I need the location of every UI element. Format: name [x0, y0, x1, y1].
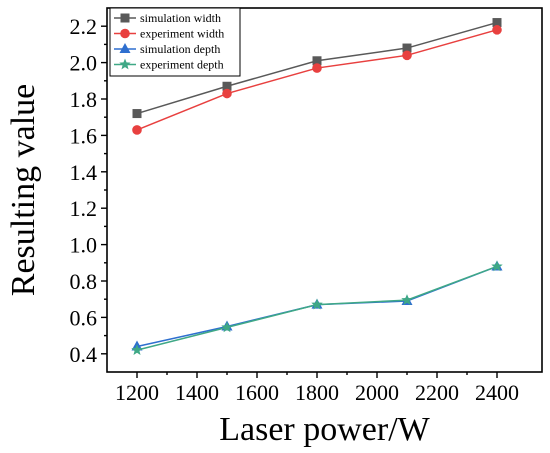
- legend-marker: [119, 43, 131, 53]
- legend-label: experiment width: [140, 27, 224, 41]
- y-tick-label: 1.8: [70, 87, 98, 112]
- axes: 1200 1400 1600 1800 2000 2200 2400 0.4 0.6 0.8 1.0…: [70, 7, 543, 405]
- x-tick-label: 1800: [295, 380, 339, 405]
- x-tick-label: 1200: [115, 380, 159, 405]
- x-axis-title: Laser power/W: [219, 411, 430, 448]
- y-tick-label: 2.2: [70, 14, 98, 39]
- series-experiment-width: [132, 25, 502, 135]
- data-point: [492, 18, 502, 28]
- data-point: [222, 81, 232, 91]
- data-point: [401, 294, 413, 305]
- legend-label: experiment depth: [140, 58, 224, 72]
- y-tick-label: 1.2: [70, 196, 98, 221]
- data-point: [132, 125, 142, 135]
- series-layer: [131, 18, 503, 356]
- data-point: [132, 109, 142, 119]
- data-point: [312, 56, 322, 66]
- data-point: [491, 260, 503, 272]
- y-tick-label: 0.6: [70, 305, 98, 330]
- data-point: [222, 88, 232, 99]
- legend-entry: simulation width: [114, 11, 221, 25]
- y-tick-label: 1.4: [70, 160, 98, 185]
- y-tick-label: 1.6: [70, 123, 98, 148]
- y-axis-title: Resulting value: [5, 84, 42, 296]
- series-simulation-width: [132, 18, 502, 119]
- series-experiment-depth: [131, 260, 503, 356]
- legend-entry: simulation depth: [114, 42, 220, 56]
- y-tick-label: 0.8: [70, 269, 98, 294]
- legend-entry: experiment depth: [114, 58, 224, 72]
- x-tick-label: 1400: [175, 380, 219, 405]
- y-tick-label: 2.0: [70, 51, 98, 76]
- legend-marker: [119, 58, 131, 70]
- x-tick-label: 2000: [355, 380, 399, 405]
- data-point: [131, 344, 143, 356]
- legend-entry: experiment width: [114, 27, 224, 41]
- x-tick-label: 2200: [415, 380, 459, 405]
- data-point: [402, 50, 412, 61]
- x-tick-label: 1600: [235, 380, 279, 405]
- legend-marker: [120, 13, 130, 23]
- legend-marker: [120, 28, 130, 39]
- x-tick-label: 2400: [475, 380, 519, 405]
- legend: simulation width experiment widthsimulati…: [109, 7, 241, 77]
- y-tick-label: 1.0: [70, 233, 98, 258]
- legend-label: simulation depth: [140, 42, 220, 56]
- y-tick-label: 0.4: [70, 342, 98, 367]
- legend-label: simulation width: [140, 11, 221, 25]
- data-point: [492, 25, 502, 35]
- data-point: [312, 63, 322, 73]
- data-point: [311, 298, 323, 310]
- data-point: [221, 321, 233, 333]
- data-point: [402, 43, 412, 53]
